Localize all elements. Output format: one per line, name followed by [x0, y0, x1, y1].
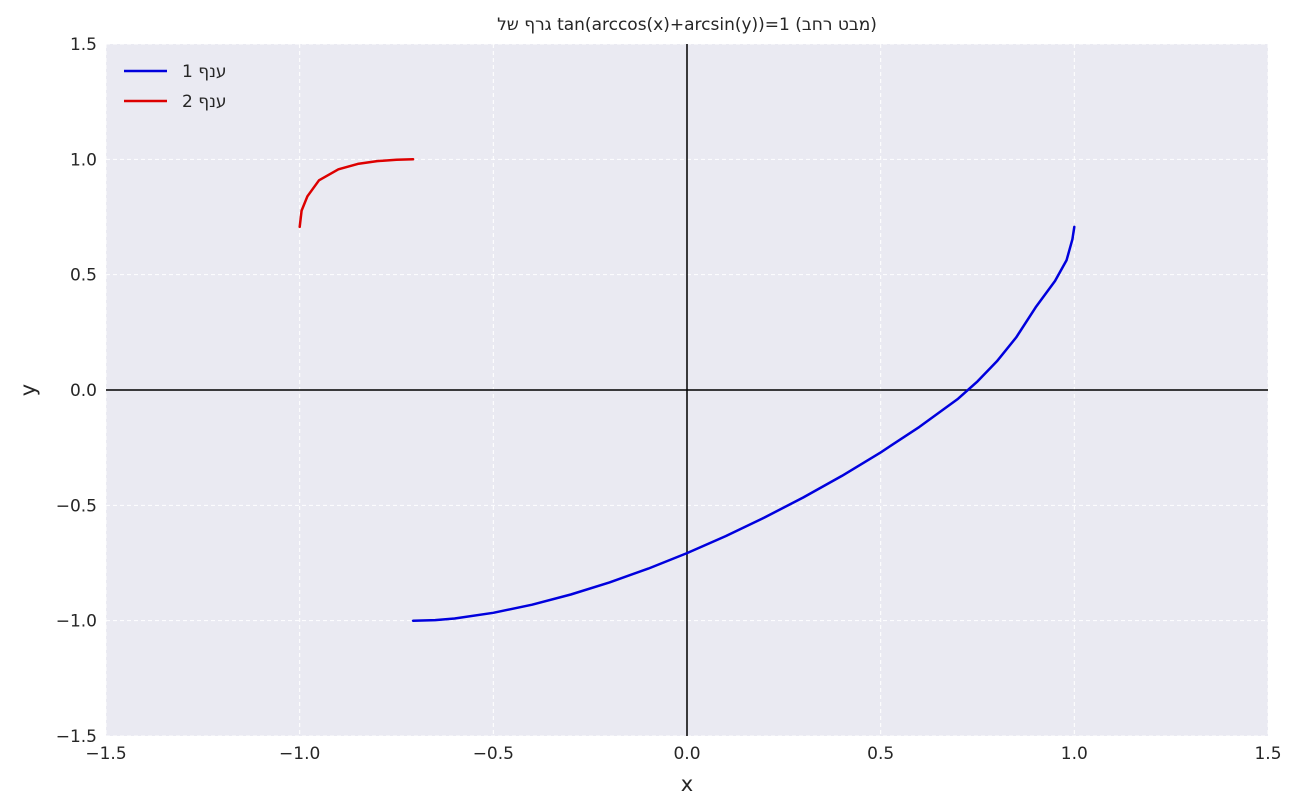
x-tick-label: 1.0 — [1061, 744, 1088, 764]
y-tick-label: −1.0 — [56, 612, 97, 632]
zero-axis-lines — [106, 44, 1268, 736]
y-tick-label: 1.5 — [70, 35, 97, 55]
y-tick-label: 0.5 — [70, 266, 97, 286]
y-tick-label: 0.0 — [70, 381, 97, 401]
x-tick-label: 0.0 — [673, 744, 700, 764]
y-axis-label: y — [16, 384, 40, 396]
x-tick-label: −0.5 — [473, 744, 514, 764]
x-tick-labels: −1.5 −1.0 −0.5 0.0 0.5 1.0 1.5 — [85, 744, 1281, 764]
y-tick-label: 1.0 — [70, 150, 97, 170]
y-tick-labels: −1.5 −1.0 −0.5 0.0 0.5 1.0 1.5 — [56, 35, 97, 747]
x-tick-label: 0.5 — [867, 744, 894, 764]
y-tick-label: −1.5 — [56, 727, 97, 747]
x-tick-label: 1.5 — [1254, 744, 1281, 764]
x-tick-label: −1.0 — [279, 744, 320, 764]
x-tick-label: −1.5 — [85, 744, 126, 764]
series-lines — [298, 158, 1076, 622]
legend-label-branch-1: ענף 1 — [182, 62, 227, 82]
series-line-branch-2 — [298, 158, 415, 229]
legend: ענף 1 ענף 2 — [124, 62, 227, 112]
legend-label-branch-2: ענף 2 — [182, 92, 227, 112]
x-axis-label: x — [681, 772, 693, 796]
chart-title: גרף של tan(arccos(x)+arcsin(y))=1 (מבט ר… — [497, 15, 877, 35]
series-line-branch-1 — [411, 225, 1076, 622]
y-tick-label: −0.5 — [56, 496, 97, 516]
